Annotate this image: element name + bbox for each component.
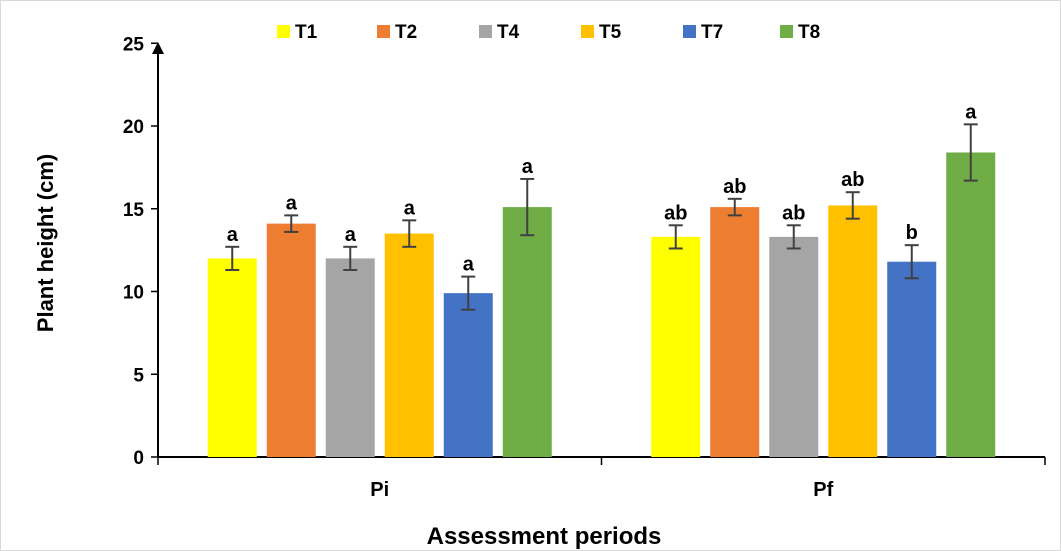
y-tick-label: 25 [123,34,145,55]
legend-swatch [780,25,793,38]
legend-item: T5 [581,22,622,43]
significance-letter: ab [841,169,864,191]
bar [207,258,257,457]
bar [325,258,375,457]
bar [887,261,937,457]
y-tick-label: 10 [123,283,144,304]
x-axis: Pi Pf [157,456,1046,501]
significance-letter: a [463,254,475,276]
legend-swatch [581,25,594,38]
y-tick-label: 15 [123,200,145,221]
significance-letter: ab [782,202,805,224]
significance-letter: a [404,197,416,219]
bar [946,152,996,458]
bar [266,223,316,457]
legend-item: T8 [780,22,820,43]
significance-letter: a [227,224,239,246]
x-axis-title: Assessment periods [427,523,662,550]
significance-letter: a [345,224,357,246]
legend-label: T2 [395,22,417,43]
x-tick-label: Pi [370,479,389,501]
bar [828,205,878,457]
bars: a a a a a a ab ab ab ab b a [207,101,996,458]
significance-letter: ab [664,202,687,224]
y-axis: 0 5 10 15 20 25 [123,34,164,469]
y-axis-arrow [152,42,164,54]
legend-swatch [683,25,696,38]
significance-letter: a [286,192,298,214]
legend-swatch [479,25,492,38]
bar [443,293,493,457]
legend-swatch [277,25,290,38]
legend-label: T5 [599,22,622,43]
legend-item: T1 [277,22,318,43]
legend: T1 T2 T4 T5 T7 T8 [277,22,820,43]
legend-label: T1 [295,22,318,43]
y-tick-label: 0 [133,448,144,469]
x-tick-label: Pf [813,479,833,501]
significance-letter: a [522,156,534,178]
legend-label: T7 [701,22,723,43]
bar [710,207,760,457]
legend-item: T2 [377,22,417,43]
y-axis-title: Plant height (cm) [33,154,58,332]
legend-item: T4 [479,22,520,43]
y-tick-label: 20 [123,117,144,138]
bar [384,233,434,457]
legend-swatch [377,25,390,38]
y-tick-label: 5 [133,365,144,386]
significance-letter: a [965,101,977,123]
legend-label: T8 [798,22,820,43]
significance-letter: b [906,222,918,244]
bar [502,207,552,457]
legend-label: T4 [497,22,520,43]
legend-item: T7 [683,22,723,43]
bar [651,236,701,457]
significance-letter: ab [723,176,746,198]
bar [769,236,819,457]
